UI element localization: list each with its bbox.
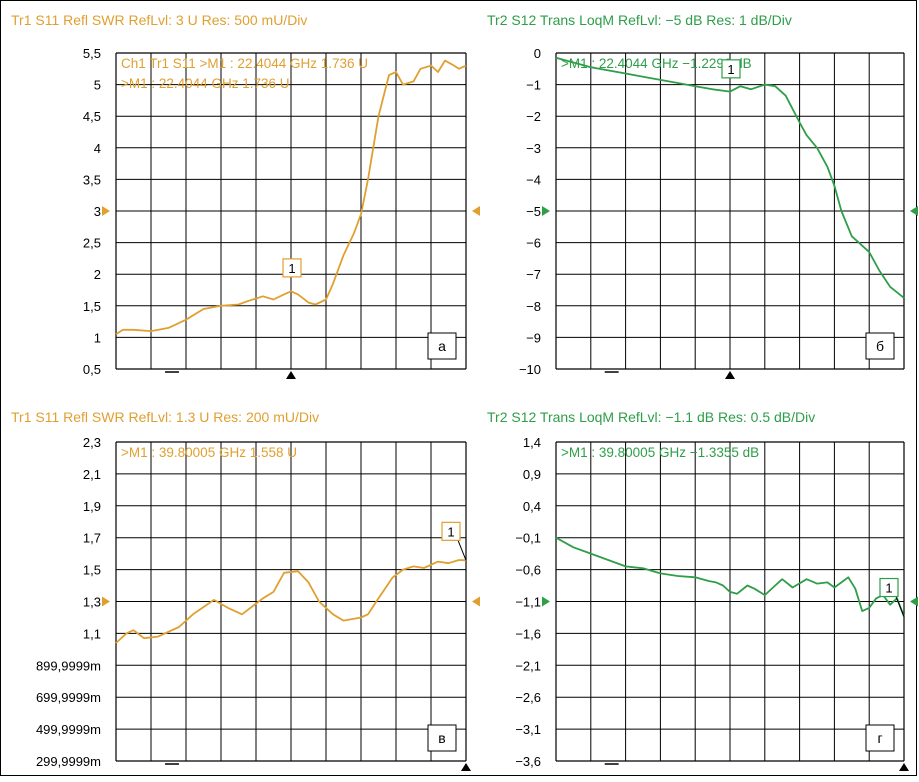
y-tick-label: −3 [526, 141, 541, 156]
marker-flag [879, 577, 899, 598]
y-tick-label: 2 [94, 267, 101, 282]
y-tick-label: −1 [526, 78, 541, 93]
panel-d: Tr2 S12 Trans LoqM RefLvl: −1.1 dB Res: … [487, 409, 918, 771]
y-tick-label: 5 [94, 78, 101, 93]
y-tick-label: −3,1 [515, 722, 541, 737]
y-tick-label: −2,6 [515, 690, 541, 705]
marker-flag [721, 59, 741, 79]
marker-readout: >M1 : 22.4044 GHz 1.736 U [121, 76, 289, 91]
panel-corner-label-box [865, 724, 895, 752]
panel-title: Tr1 S11 Refl SWR RefLvl: 1.3 U Res: 200 … [11, 409, 319, 425]
y-tick-label: −2,1 [515, 658, 541, 673]
marker-leader [457, 540, 467, 561]
y-tick-label: 1,9 [83, 499, 101, 514]
ref-level-arrow-left [102, 596, 110, 607]
y-tick-label: 899,9999m [36, 658, 101, 673]
panel-corner-label: а [438, 338, 446, 354]
ref-level-arrow-right [472, 596, 480, 607]
y-tick-label: 1,3 [83, 595, 101, 610]
panel-title: Tr1 S11 Refl SWR RefLvl: 3 U Res: 500 mU… [11, 12, 307, 28]
panel-title: Tr2 S12 Trans LoqM RefLvl: −5 dB Res: 1 … [487, 12, 792, 28]
trace-line [115, 59, 467, 335]
y-tick-label: −4 [526, 172, 541, 187]
y-tick-label: 1,4 [523, 435, 541, 450]
y-tick-label: 4 [94, 141, 101, 156]
y-tick-label: 2,3 [83, 435, 101, 450]
panel-corner-label-box [427, 724, 457, 752]
panel-a: Tr1 S11 Refl SWR RefLvl: 3 U Res: 500 mU… [11, 12, 480, 379]
y-tick-label: −5 [526, 204, 541, 219]
y-tick-label: −1,6 [515, 626, 541, 641]
marker-flag [282, 258, 302, 278]
y-tick-label: −7 [526, 267, 541, 282]
y-tick-label: −8 [526, 299, 541, 314]
panel-corner-label-box [427, 332, 457, 360]
ref-level-arrow-left [102, 206, 110, 216]
ref-level-arrow-right [472, 206, 480, 216]
y-tick-label: −3,6 [515, 754, 541, 769]
marker-position-triangle [725, 371, 735, 379]
marker-readout: >M1 : 39.80005 GHz −1.3355 dB [561, 445, 759, 460]
y-tick-label: 2,5 [83, 236, 101, 251]
marker-flag-label: 1 [885, 581, 892, 596]
panel-corner-label: г [877, 730, 882, 746]
panel-c: Tr1 S11 Refl SWR RefLvl: 1.3 U Res: 200 … [11, 409, 480, 771]
y-tick-label: 0,5 [83, 362, 101, 377]
y-tick-label: −6 [526, 236, 541, 251]
y-tick-label: 0,9 [523, 467, 541, 482]
y-tick-label: −1,1 [515, 595, 541, 610]
y-tick-label: 1,1 [83, 626, 101, 641]
y-tick-label: 3,5 [83, 172, 101, 187]
y-tick-label: −2 [526, 109, 541, 124]
trace-line [555, 536, 905, 617]
y-tick-label: −10 [519, 362, 541, 377]
marker-flag [441, 521, 461, 541]
marker-position-triangle [286, 371, 296, 379]
y-tick-label: 4,5 [83, 109, 101, 124]
marker-flag-label: 1 [447, 524, 454, 539]
y-tick-label: 0 [534, 46, 541, 61]
trace-line [115, 559, 467, 644]
marker-readout: >M1 : 39.80005 GHz 1.558 U [121, 445, 297, 460]
trace-line [555, 56, 905, 299]
y-tick-label: −0,6 [515, 563, 541, 578]
y-tick-label: 1 [94, 330, 101, 345]
y-tick-label: 0,4 [523, 499, 541, 514]
ref-level-arrow-right [910, 596, 918, 607]
y-tick-label: 3 [94, 204, 101, 219]
panel-corner-label: б [876, 338, 884, 354]
marker-position-triangle [461, 763, 471, 771]
y-tick-label: −9 [526, 330, 541, 345]
ref-level-arrow-left [542, 596, 550, 607]
marker-flag-label: 1 [288, 261, 295, 276]
marker-position-triangle [899, 763, 909, 771]
y-tick-label: 5,5 [83, 46, 101, 61]
marker-readout: Ch1 Tr1 S11 >M1 : 22.4044 GHz 1.736 U [121, 56, 368, 71]
panel-corner-label: в [438, 730, 445, 746]
marker-flag-label: 1 [727, 62, 734, 77]
panel-title: Tr2 S12 Trans LoqM RefLvl: −1.1 dB Res: … [487, 409, 815, 425]
ref-level-arrow-right [910, 206, 918, 216]
y-tick-label: 499,9999m [36, 722, 101, 737]
panel-b: Tr2 S12 Trans LoqM RefLvl: −5 dB Res: 1 … [487, 12, 918, 379]
marker-leader [895, 596, 905, 617]
y-tick-label: 699,9999m [36, 690, 101, 705]
y-tick-label: 2,1 [83, 467, 101, 482]
y-tick-label: 1,5 [83, 299, 101, 314]
y-tick-label: 299,9999m [36, 754, 101, 769]
y-tick-label: −0,1 [515, 531, 541, 546]
panel-corner-label-box [865, 332, 895, 360]
marker-readout: >M1 : 22.4044 GHz −1.2296 dB [561, 56, 752, 71]
ref-level-arrow-left [542, 206, 550, 216]
y-tick-label: 1,5 [83, 563, 101, 578]
y-tick-label: 1,7 [83, 531, 101, 546]
